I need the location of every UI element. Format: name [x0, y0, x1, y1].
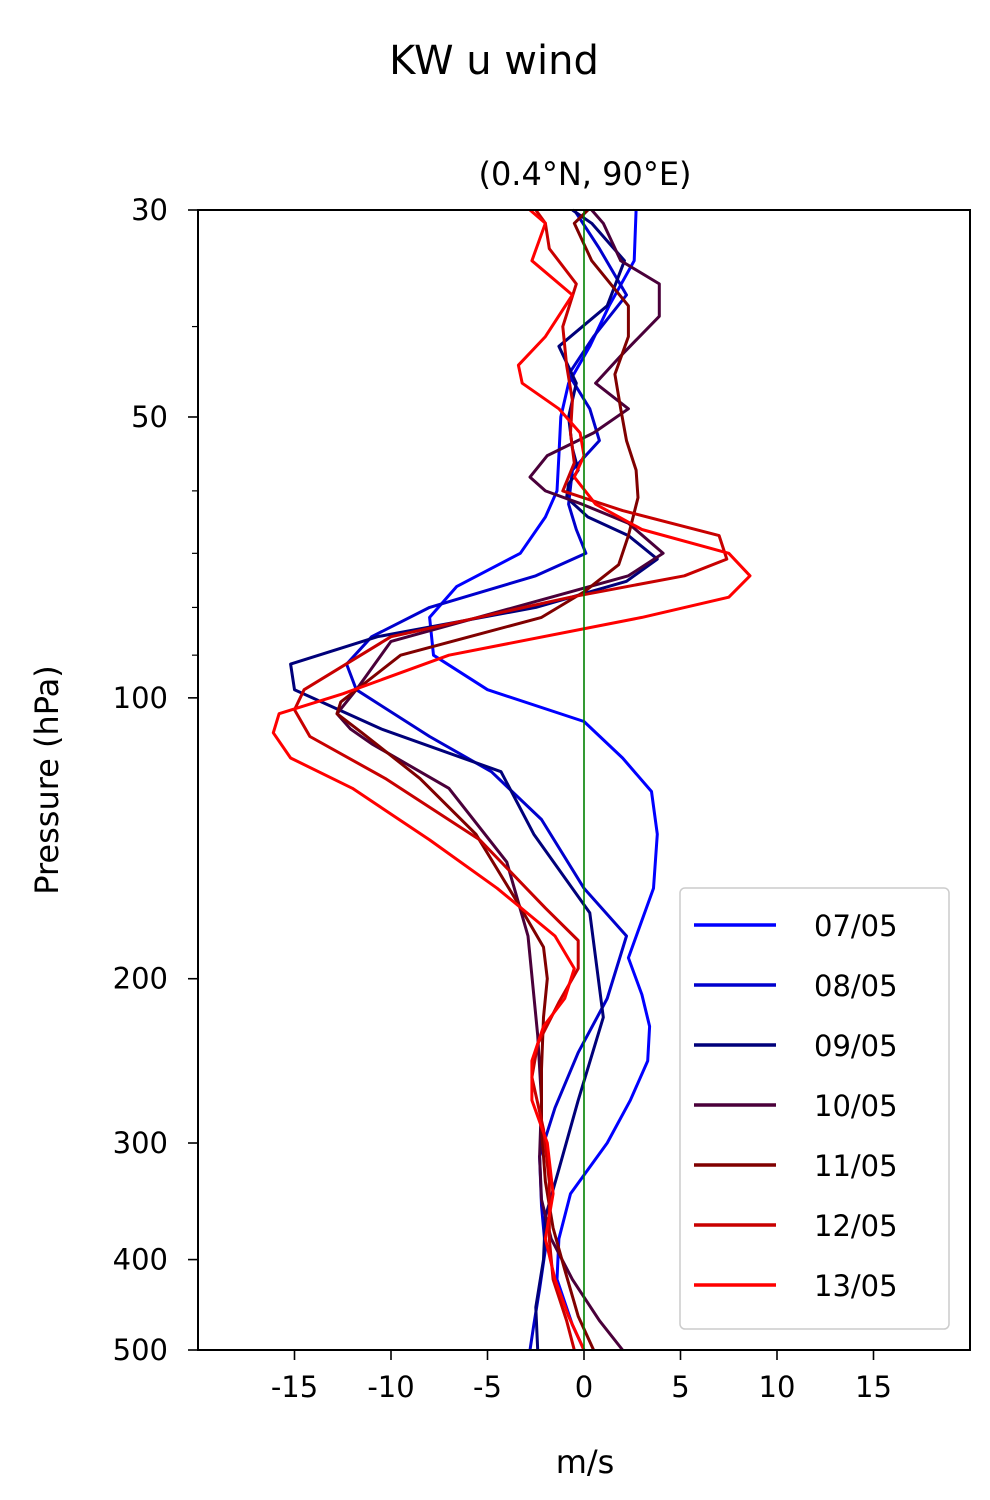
legend-label: 08/05: [814, 969, 898, 1003]
x-tick-label: -5: [473, 1370, 502, 1404]
x-tick-label: 5: [671, 1370, 689, 1404]
y-tick-label: 100: [113, 681, 168, 715]
axis-ticks: -15 -10 -5 0 5 10 15 30 50 100 200 300 400 500: [113, 193, 892, 1404]
y-tick-label: 300: [113, 1126, 168, 1160]
x-tick-label: 10: [759, 1370, 796, 1404]
series-line-2: [289, 208, 659, 1351]
x-tick-label: 0: [575, 1370, 593, 1404]
y-tick-label: 400: [113, 1243, 168, 1277]
legend-label: 11/05: [814, 1149, 898, 1183]
legend-label: 13/05: [814, 1269, 898, 1303]
series-line-5: [293, 209, 729, 1351]
series-lines: [271, 208, 752, 1351]
legend-label: 07/05: [814, 909, 898, 943]
legend-label: 09/05: [814, 1029, 898, 1063]
y-tick-label: 200: [113, 962, 168, 996]
y-tick-label: 30: [131, 193, 168, 227]
legend: 07/05 08/05 09/05 10/05 11/05 12/05 13/05: [679, 887, 950, 1330]
x-axis-label: m/s: [556, 1443, 615, 1481]
series-line-6: [271, 208, 752, 1351]
y-tick-label: 500: [113, 1333, 168, 1367]
series-line-0: [428, 209, 659, 1351]
x-tick-label: 15: [855, 1370, 892, 1404]
legend-label: 10/05: [814, 1089, 898, 1123]
series-line-4: [335, 208, 640, 1351]
y-tick-label: 50: [131, 400, 168, 434]
chart-subtitle: (0.4°N, 90°E): [478, 155, 691, 193]
x-tick-label: -15: [271, 1370, 318, 1404]
series-line-3: [335, 209, 665, 1351]
chart-title: KW u wind: [389, 38, 599, 84]
legend-label: 12/05: [814, 1209, 898, 1243]
legend-box: [679, 887, 950, 1330]
y-axis-label: Pressure (hPa): [28, 665, 66, 895]
x-tick-label: -10: [367, 1370, 414, 1404]
